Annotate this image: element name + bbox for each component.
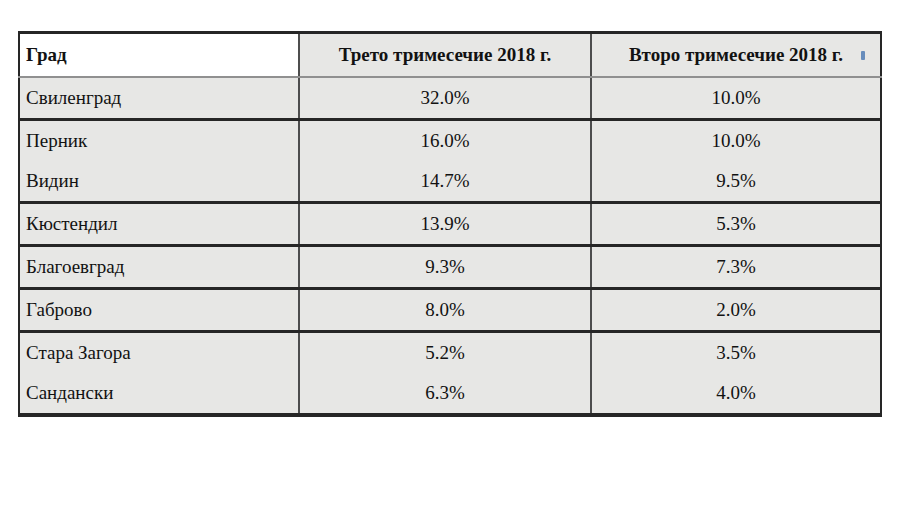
q3-2018-cell: 9.3% xyxy=(299,246,591,289)
table-body: Свиленград32.0%10.0%Перник16.0%10.0%Види… xyxy=(19,77,881,415)
city-cell: Кюстендил xyxy=(19,203,299,246)
q3-2018-cell: 13.9% xyxy=(299,203,591,246)
column-header-city: Град xyxy=(19,33,299,78)
table-row: Сандански6.3%4.0% xyxy=(19,373,881,415)
header-row: Град Трето тримесечие 2018 г. Второ трим… xyxy=(19,33,881,78)
q2-2018-cell: 10.0% xyxy=(591,77,881,120)
city-cell: Благоевград xyxy=(19,246,299,289)
table-row: Кюстендил13.9%5.3% xyxy=(19,203,881,246)
q3-2018-cell: 8.0% xyxy=(299,289,591,332)
city-cell: Видин xyxy=(19,161,299,203)
q3-2018-cell: 5.2% xyxy=(299,332,591,374)
table-row: Видин14.7%9.5% xyxy=(19,161,881,203)
q2-2018-cell: 10.0% xyxy=(591,120,881,162)
table-header: Град Трето тримесечие 2018 г. Второ трим… xyxy=(19,33,881,78)
column-header-q3-2018: Трето тримесечие 2018 г. xyxy=(299,33,591,78)
q3-2018-cell: 32.0% xyxy=(299,77,591,120)
table-row: Перник16.0%10.0% xyxy=(19,120,881,162)
q2-2018-cell: 4.0% xyxy=(591,373,881,415)
city-cell: Свиленград xyxy=(19,77,299,120)
table-row: Стара Загора5.2%3.5% xyxy=(19,332,881,374)
q2-2018-cell: 5.3% xyxy=(591,203,881,246)
city-cell: Перник xyxy=(19,120,299,162)
city-rates-table-container: Град Трето тримесечие 2018 г. Второ трим… xyxy=(18,31,882,417)
city-rates-table: Град Трето тримесечие 2018 г. Второ трим… xyxy=(18,31,882,417)
q3-2018-cell: 16.0% xyxy=(299,120,591,162)
city-cell: Габрово xyxy=(19,289,299,332)
q2-2018-cell: 9.5% xyxy=(591,161,881,203)
column-header-q2-2018: Второ тримесечие 2018 г. xyxy=(591,33,881,78)
ink-artifact xyxy=(861,51,865,60)
q3-2018-cell: 14.7% xyxy=(299,161,591,203)
q3-2018-cell: 6.3% xyxy=(299,373,591,415)
table-row: Габрово8.0%2.0% xyxy=(19,289,881,332)
table-row: Благоевград9.3%7.3% xyxy=(19,246,881,289)
q2-2018-cell: 3.5% xyxy=(591,332,881,374)
q2-2018-cell: 2.0% xyxy=(591,289,881,332)
q2-2018-cell: 7.3% xyxy=(591,246,881,289)
city-cell: Стара Загора xyxy=(19,332,299,374)
city-cell: Сандански xyxy=(19,373,299,415)
table-row: Свиленград32.0%10.0% xyxy=(19,77,881,120)
